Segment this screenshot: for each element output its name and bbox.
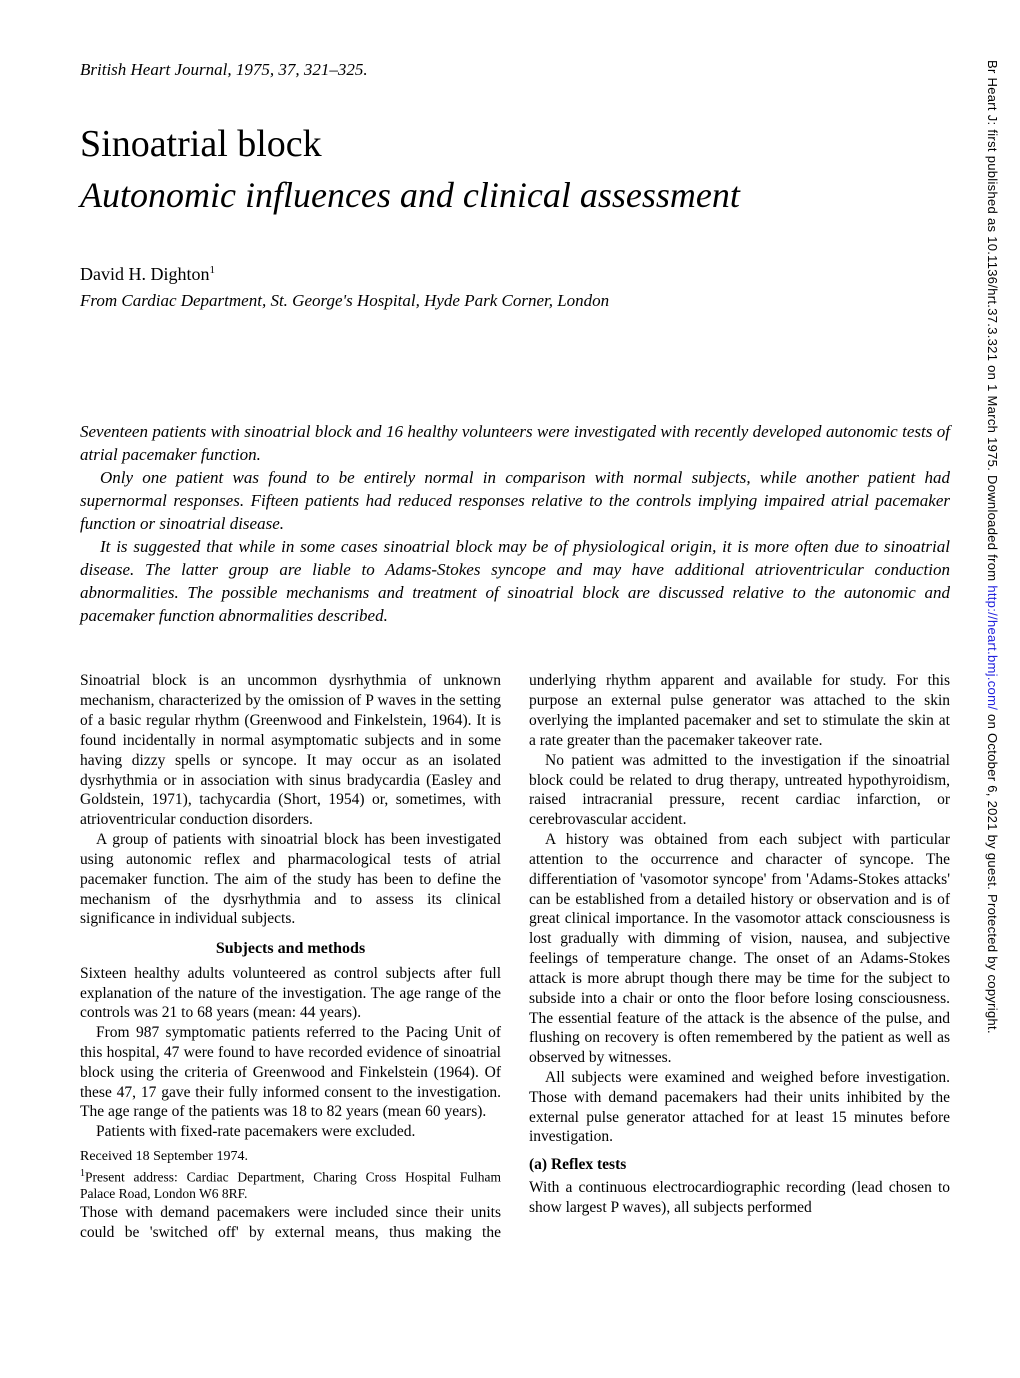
sidebar-prefix: Br Heart J: first published as 10.1136/h… xyxy=(985,60,1000,585)
body-text: Sinoatrial block is an uncommon dysrhyth… xyxy=(80,671,950,1243)
article-subtitle: Autonomic influences and clinical assess… xyxy=(80,174,950,216)
methods-para-7: All subjects were examined and weighed b… xyxy=(529,1068,950,1147)
reflex-para-1: With a continuous electrocardiographic r… xyxy=(529,1178,950,1218)
author-footnote: 1Present address: Cardiac Department, Ch… xyxy=(80,1168,501,1203)
copyright-sidebar: Br Heart J: first published as 10.1136/h… xyxy=(985,60,1000,1320)
methods-para-1: Sixteen healthy adults volunteered as co… xyxy=(80,964,501,1023)
intro-para-2: A group of patients with sinoatrial bloc… xyxy=(80,830,501,929)
received-date: Received 18 September 1974. xyxy=(80,1148,501,1166)
sidebar-link[interactable]: http://heart.bmj.com/ xyxy=(985,585,1000,710)
sidebar-suffix: on October 6, 2021 by guest. Protected b… xyxy=(985,710,1000,1034)
article-title: Sinoatrial block xyxy=(80,122,950,166)
abstract-para-3: It is suggested that while in some cases… xyxy=(80,536,950,628)
section-heading-reflex: (a) Reflex tests xyxy=(529,1155,950,1175)
methods-para-5: No patient was admitted to the investiga… xyxy=(529,751,950,830)
methods-para-3: Patients with fixed-rate pacemakers were… xyxy=(80,1122,501,1142)
abstract-para-1: Seventeen patients with sinoatrial block… xyxy=(80,421,950,467)
author-text: David H. Dighton xyxy=(80,264,210,284)
author-name: David H. Dighton1 xyxy=(80,264,950,285)
author-affiliation: From Cardiac Department, St. George's Ho… xyxy=(80,291,950,311)
methods-para-6: A history was obtained from each subject… xyxy=(529,830,950,1068)
abstract-block: Seventeen patients with sinoatrial block… xyxy=(80,421,950,627)
methods-para-2: From 987 symptomatic patients referred t… xyxy=(80,1023,501,1122)
intro-para-1: Sinoatrial block is an uncommon dysrhyth… xyxy=(80,671,501,830)
abstract-para-2: Only one patient was found to be entirel… xyxy=(80,467,950,536)
journal-header: British Heart Journal, 1975, 37, 321–325… xyxy=(80,60,950,80)
author-footnote-marker: 1 xyxy=(210,264,216,276)
section-heading-methods: Subjects and methods xyxy=(80,939,501,959)
footnote-text: Present address: Cardiac Department, Cha… xyxy=(80,1170,501,1202)
